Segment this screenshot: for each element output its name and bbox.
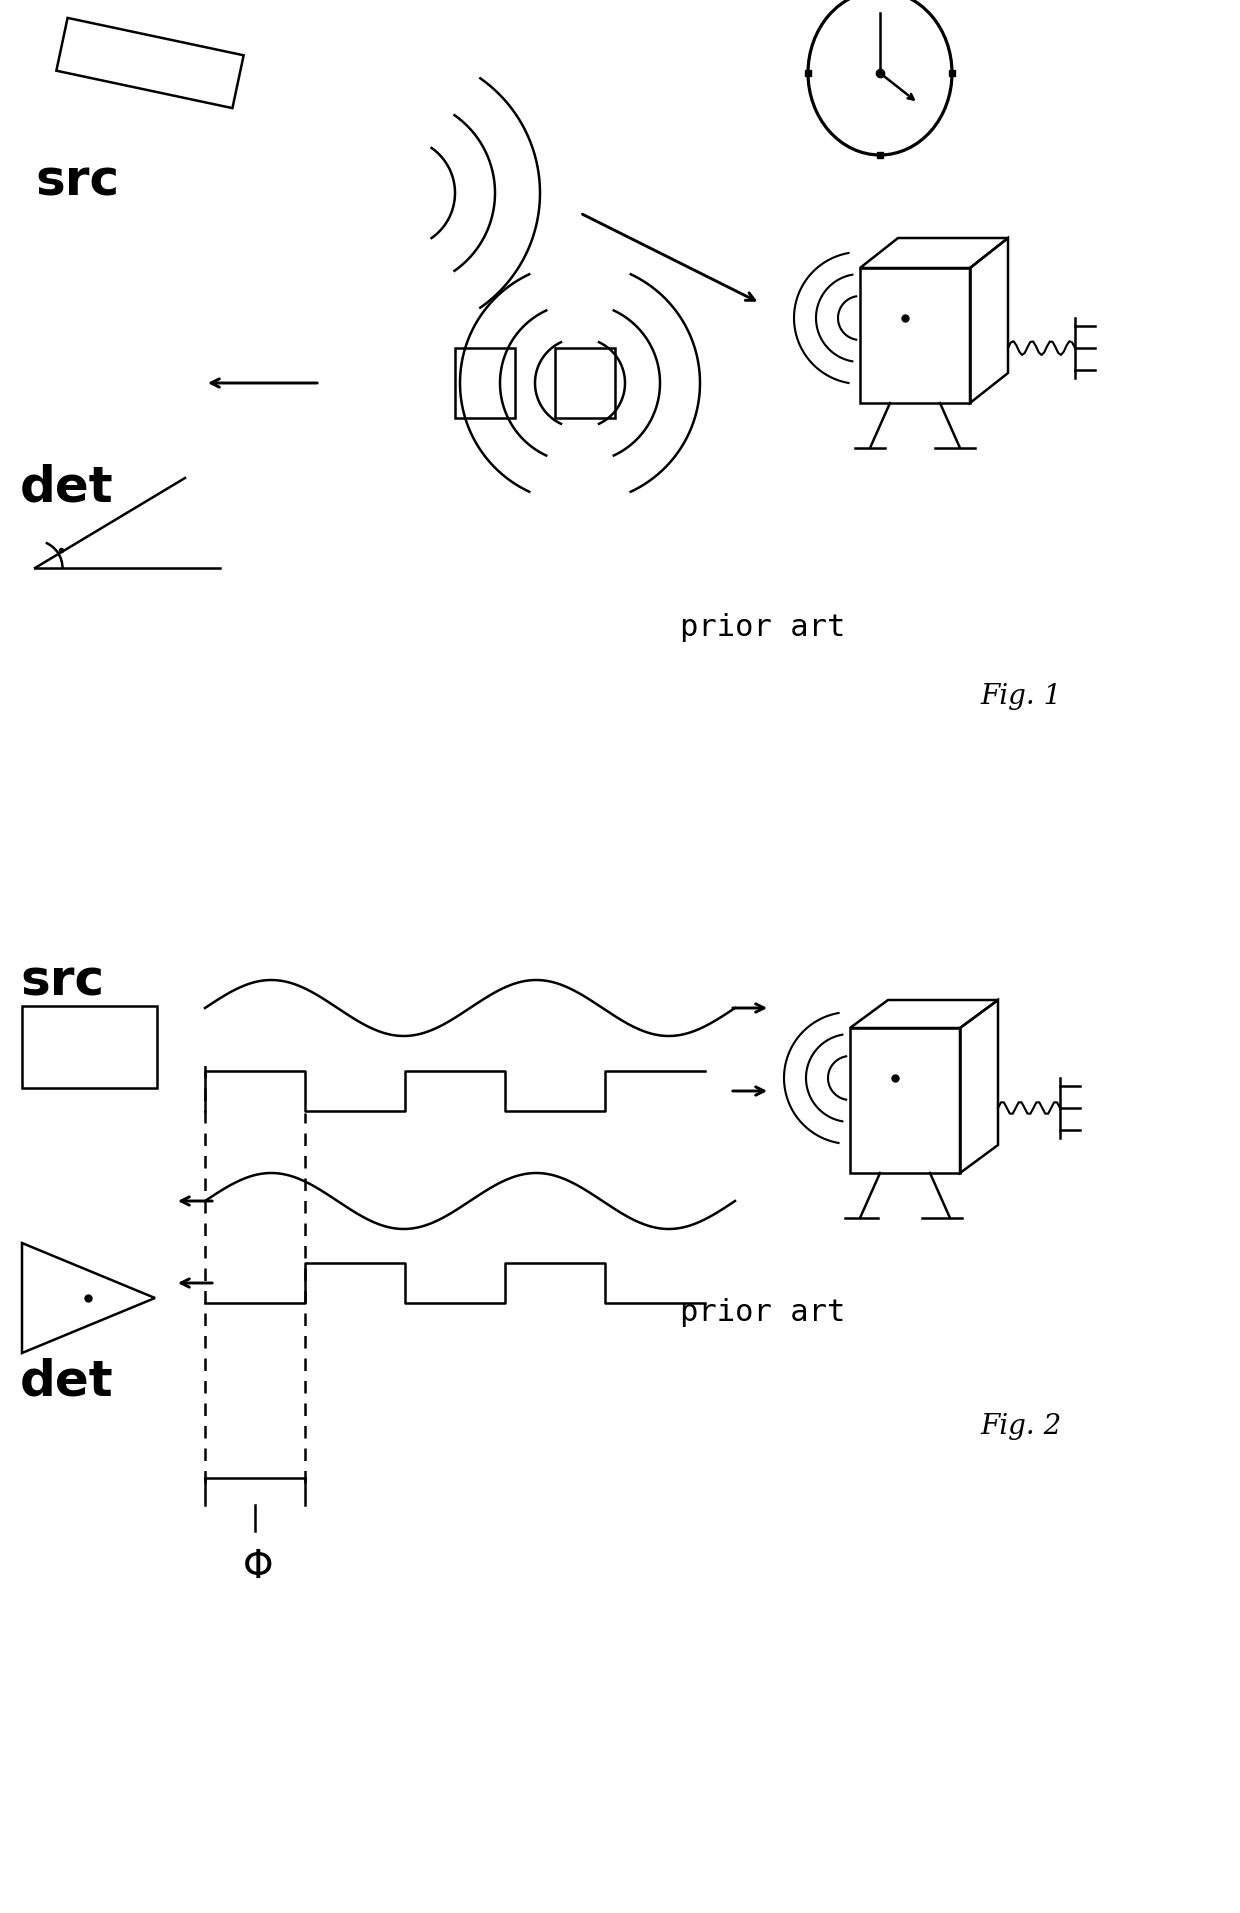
Text: src: src xyxy=(20,956,104,1004)
Bar xyxy=(849,1027,960,1173)
Bar xyxy=(556,348,615,419)
Bar xyxy=(22,1006,157,1088)
Text: det: det xyxy=(20,463,114,511)
Text: prior art: prior art xyxy=(680,612,846,643)
Text: src: src xyxy=(35,159,119,207)
Text: prior art: prior art xyxy=(680,1299,846,1328)
Bar xyxy=(455,348,515,419)
Bar xyxy=(861,268,970,404)
Text: det: det xyxy=(20,1358,114,1406)
Text: Fig. 1: Fig. 1 xyxy=(980,683,1061,710)
Text: Fig. 2: Fig. 2 xyxy=(980,1414,1061,1440)
Text: Φ: Φ xyxy=(243,1548,274,1586)
